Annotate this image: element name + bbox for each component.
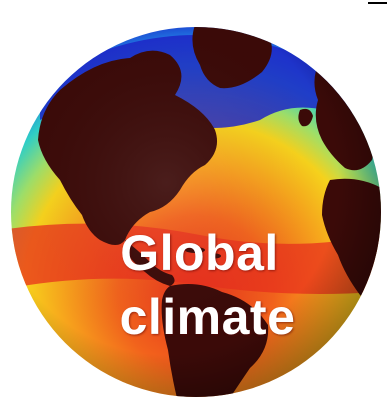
title-line-1: Global [120,225,279,281]
title-line-2: climate [119,289,296,345]
globe-shading [11,27,381,397]
